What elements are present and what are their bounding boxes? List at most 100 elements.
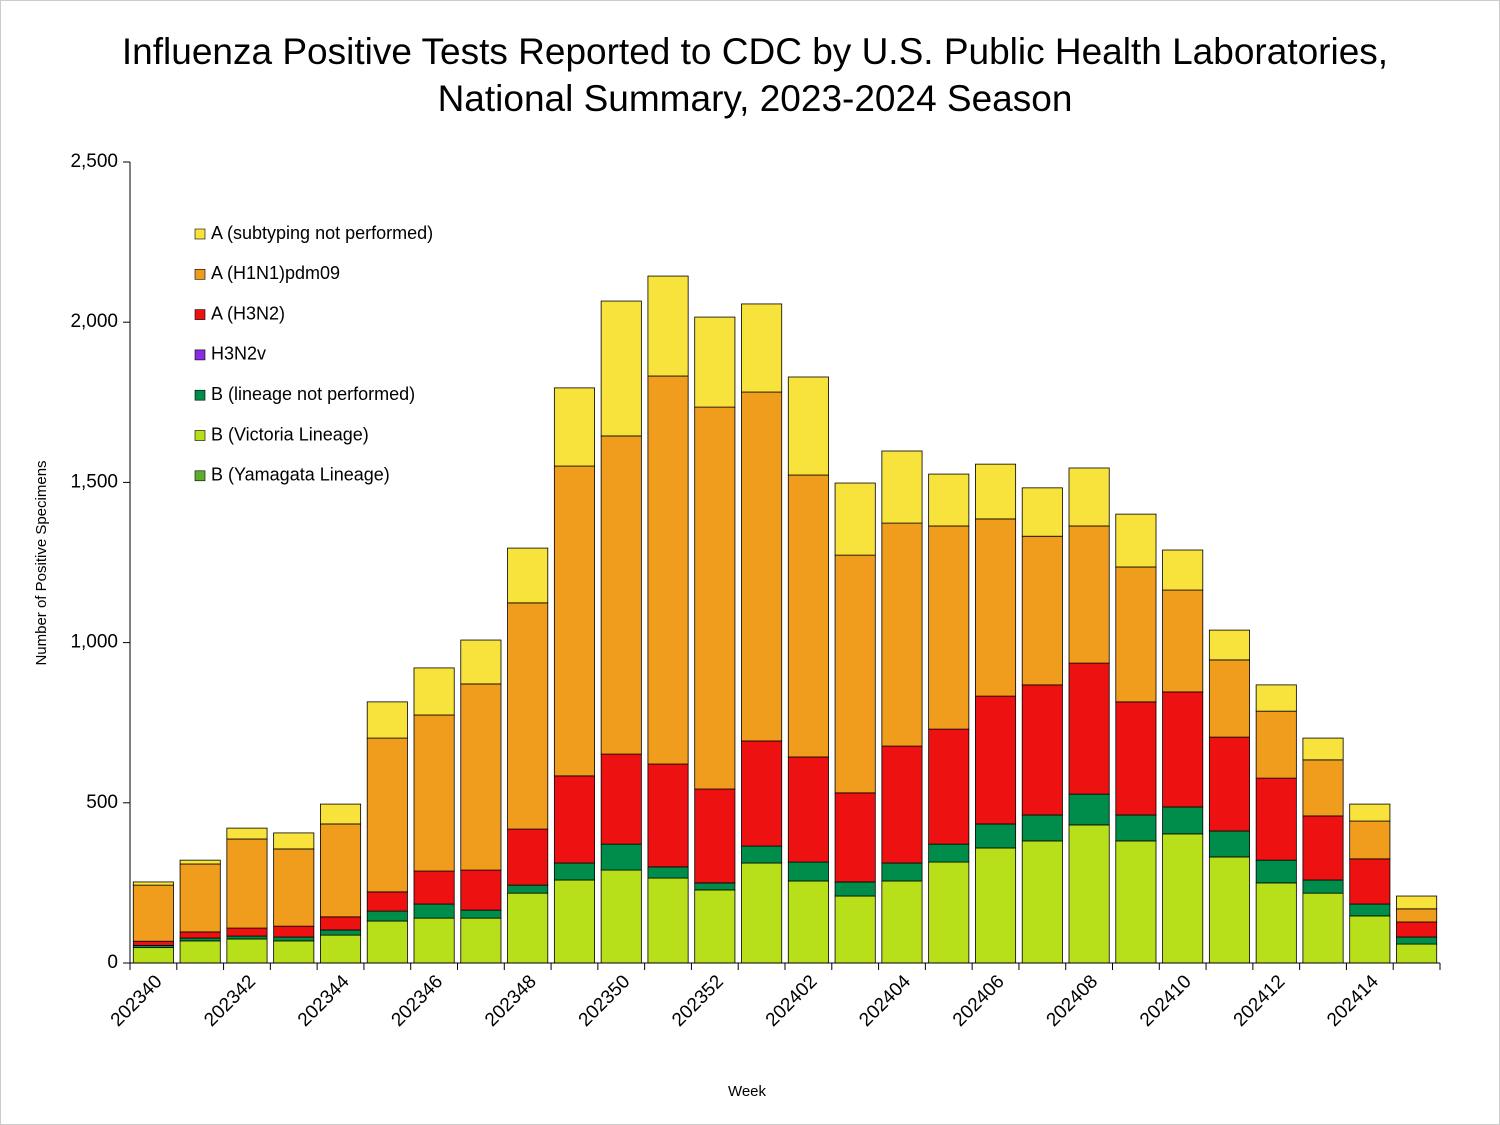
bar-segment [320, 929, 362, 936]
bar-segment [1021, 535, 1063, 686]
legend-swatch [194, 389, 206, 401]
y-tick-label: 1,000 [70, 632, 118, 653]
bar-segment [179, 931, 221, 939]
bar-segment [787, 376, 829, 476]
bar-segment [413, 917, 455, 964]
bar-segment [366, 891, 408, 912]
x-axis-title: Week [728, 1083, 767, 1100]
bar-segment [1349, 803, 1391, 822]
bar-segment [1115, 513, 1157, 568]
bar-segment [694, 788, 736, 884]
bar-segment [132, 881, 174, 886]
bar-segment [1115, 840, 1157, 964]
bar-segment [132, 940, 174, 946]
bar-segment [694, 889, 736, 964]
bar-segment [694, 406, 736, 790]
bar-segment [1255, 710, 1297, 779]
bar-segment [273, 940, 315, 964]
bar-segment [1302, 759, 1344, 817]
bar-segment [507, 884, 549, 894]
bar-segment [413, 870, 455, 905]
bar-segment [226, 935, 268, 940]
bar-segment [553, 879, 595, 964]
bar-segment [1115, 566, 1157, 703]
bar-segment [1255, 859, 1297, 884]
bar-segment [1021, 487, 1063, 537]
bar-segment [1255, 777, 1297, 861]
bar-segment [1396, 943, 1438, 964]
bar-segment [1162, 833, 1204, 964]
bar-segment [647, 866, 689, 879]
bar-segment [320, 823, 362, 918]
legend-label: B (lineage not performed) [211, 384, 415, 404]
bar-segment [507, 828, 549, 886]
bar-segment [507, 892, 549, 964]
legend-label: H3N2v [211, 344, 266, 364]
bar-segment [694, 882, 736, 891]
bar-segment [507, 602, 549, 830]
legend-swatch [194, 349, 206, 361]
bar-segment [553, 465, 595, 777]
bar-segment [132, 884, 174, 942]
bar-segment [1068, 525, 1110, 664]
bar-segment [1115, 701, 1157, 816]
legend-label: B (Yamagata Lineage) [211, 465, 390, 485]
bar-segment [273, 925, 315, 938]
bar-segment [975, 695, 1017, 825]
bar-segment [179, 859, 221, 865]
bar-segment [647, 275, 689, 377]
bar-segment [553, 387, 595, 467]
bar-segment [1162, 589, 1204, 693]
bar-segment [881, 522, 923, 747]
bar-segment [787, 474, 829, 758]
bar-segment [1396, 908, 1438, 923]
y-tick-label: 1,500 [70, 471, 118, 492]
bar-segment [975, 463, 1017, 520]
bar-segment [787, 756, 829, 863]
bar-segment [1068, 662, 1110, 795]
bar-segment [320, 916, 362, 931]
bar-segment [460, 909, 502, 919]
bar-segment [928, 728, 970, 845]
bar-segment [273, 848, 315, 927]
bar-segment [366, 920, 408, 964]
bar-segment [1302, 737, 1344, 761]
bar-segment [1162, 806, 1204, 835]
bar-segment [1302, 815, 1344, 881]
bar-segment [1208, 736, 1250, 832]
bar-segment [975, 823, 1017, 849]
legend-label: A (subtyping not performed) [211, 223, 433, 243]
bar-segment [179, 863, 221, 933]
bar-segment [881, 862, 923, 882]
bar-segment [320, 934, 362, 964]
bar-segment [179, 940, 221, 964]
bar-segment [834, 895, 876, 964]
bar-segment [1255, 882, 1297, 964]
bar-segment [600, 753, 642, 845]
bar-segment [1021, 684, 1063, 816]
bar-segment [975, 847, 1017, 964]
legend-swatch [194, 228, 206, 240]
chart-title: Influenza Positive Tests Reported to CDC… [122, 31, 1388, 72]
y-tick-label: 500 [86, 792, 118, 813]
bar-segment [928, 473, 970, 527]
bar-segment [1208, 659, 1250, 738]
bar-segment [226, 838, 268, 929]
bar-segment [1302, 879, 1344, 894]
bar-segment [787, 880, 829, 964]
bar-segment [460, 869, 502, 911]
bar-segment [928, 843, 970, 863]
bar-segment [1208, 830, 1250, 858]
y-tick-label: 2,500 [70, 151, 118, 172]
bar-segment [413, 903, 455, 919]
bar-segment [741, 303, 783, 393]
bar-segment [741, 845, 783, 864]
chart-title: National Summary, 2023-2024 Season [438, 78, 1073, 119]
legend-swatch [194, 309, 206, 320]
bar-segment [694, 316, 736, 408]
legend-swatch [194, 268, 206, 280]
bar-segment [834, 881, 876, 897]
bar-segment [226, 927, 268, 937]
bar-segment [460, 917, 502, 964]
